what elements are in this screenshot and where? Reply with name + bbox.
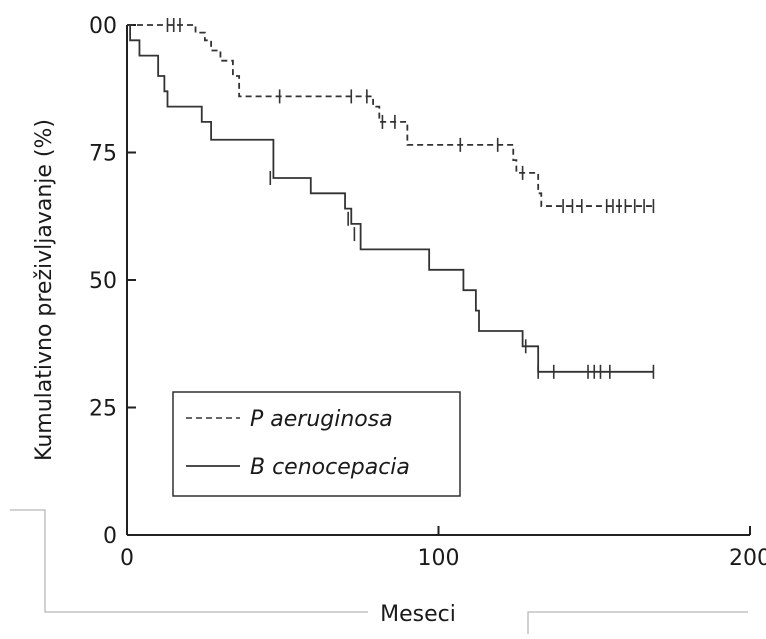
y-axis-title: Kumulativno preživljavanje (%) (32, 119, 57, 461)
rule-right (527, 611, 748, 634)
y-tick-label: 75 (89, 142, 117, 167)
y-tick-label: 25 (89, 397, 117, 422)
legend-box (172, 391, 461, 497)
y-tick-label: 00 (89, 14, 117, 39)
x-tick-label: 0 (120, 546, 134, 571)
x-tick-label: 200 (729, 546, 766, 571)
series-p-aeruginosa (127, 18, 655, 214)
series-b-cenocepacia (127, 24, 655, 379)
y-tick-label: 50 (89, 269, 117, 294)
y-tick-label: 0 (103, 524, 117, 549)
x-axis-title: Meseci (380, 602, 456, 627)
legend-label-p-aeruginosa: P aeruginosa (250, 407, 393, 432)
rule-left (10, 509, 368, 613)
x-tick-label: 100 (418, 546, 460, 571)
legend: P aeruginosa B cenocepacia (172, 391, 461, 497)
series-line-p-aeruginosa (127, 24, 654, 207)
series-layer (127, 18, 655, 379)
ticks: 0 100 200 0 25 50 75 00 (89, 14, 766, 571)
page-rules (10, 509, 748, 634)
legend-label-b-cenocepacia: B cenocepacia (250, 455, 410, 480)
series-line-b-cenocepacia (127, 24, 654, 373)
